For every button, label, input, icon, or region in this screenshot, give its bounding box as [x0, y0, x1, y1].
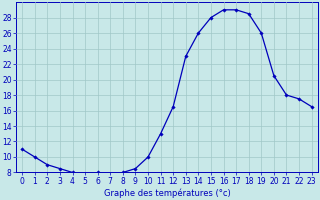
X-axis label: Graphe des températures (°c): Graphe des températures (°c) [104, 188, 230, 198]
